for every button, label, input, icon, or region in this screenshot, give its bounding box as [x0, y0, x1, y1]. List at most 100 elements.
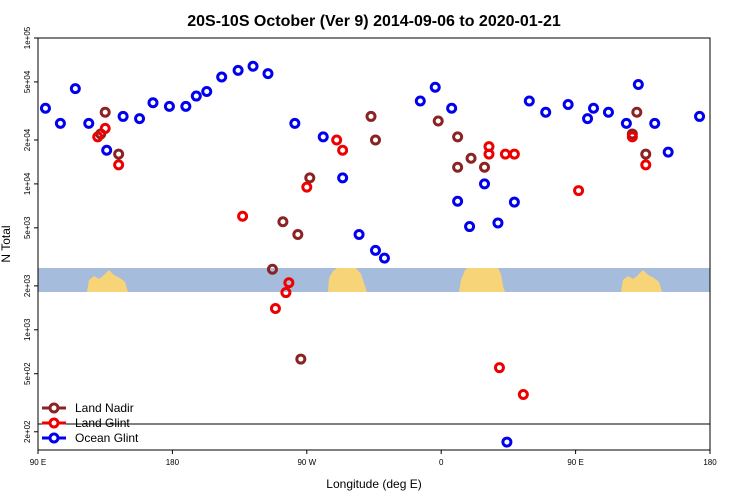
map-land-australia: [87, 270, 128, 292]
ocean-glint-point: [501, 436, 513, 448]
land-glint-point: [280, 287, 292, 299]
ocean-glint-point: [134, 113, 146, 125]
ocean-glint-point: [180, 100, 192, 112]
ocean-glint-point: [620, 117, 632, 129]
legend-marker-land-nadir: [48, 402, 60, 414]
x-axis: 90 E 180 90 W 0 90 E 180: [30, 450, 717, 467]
ocean-glint-point: [289, 117, 301, 129]
ocean-glint-point: [353, 228, 365, 240]
ocean-glint-point: [378, 252, 390, 264]
ocean-glint-point: [508, 196, 520, 208]
y-tick-label: 1e+03: [23, 318, 32, 341]
x-tick-label: 180: [703, 458, 717, 467]
ocean-glint-point: [262, 68, 274, 80]
land-nadir-point: [113, 148, 125, 160]
land-glint-point: [493, 362, 505, 374]
y-tick-label: 5e+02: [23, 362, 32, 385]
land-nadir-point: [266, 263, 278, 275]
y-tick-label: 5e+03: [23, 216, 32, 239]
land-glint-point: [640, 159, 652, 171]
land-nadir-point: [295, 353, 307, 365]
legend-label-land-glint: Land Glint: [75, 416, 130, 430]
ocean-glint-point: [588, 102, 600, 114]
ocean-glint-point: [163, 100, 175, 112]
legend-label-land-nadir: Land Nadir: [75, 401, 134, 415]
data-points: [39, 60, 706, 448]
land-glint-point: [269, 302, 281, 314]
ocean-glint-point: [83, 117, 95, 129]
land-nadir-point: [99, 106, 111, 118]
ocean-glint-point: [369, 244, 381, 256]
ocean-glint-point: [247, 60, 259, 72]
ocean-glint-point: [39, 102, 51, 114]
land-nadir-point: [631, 106, 643, 118]
ocean-glint-point: [662, 146, 674, 158]
land-glint-point: [113, 159, 125, 171]
land-glint-point: [337, 144, 349, 156]
land-nadir-point: [452, 131, 464, 143]
map-land-south-america: [328, 268, 367, 292]
land-glint-point: [517, 389, 529, 401]
land-glint-point: [99, 122, 111, 134]
land-glint-point: [301, 181, 313, 193]
ocean-glint-point: [582, 113, 594, 125]
ocean-glint-point: [492, 217, 504, 229]
ocean-glint-point: [317, 131, 329, 143]
x-tick-label: 180: [166, 458, 180, 467]
x-tick-label: 90 E: [30, 458, 46, 467]
land-nadir-point: [465, 152, 477, 164]
map-land-australia-repeat: [621, 270, 662, 292]
map-ocean: [38, 268, 710, 292]
ocean-glint-point: [232, 64, 244, 76]
legend-marker-land-glint: [48, 417, 60, 429]
y-tick-label: 2e+02: [23, 420, 32, 443]
x-axis-title: Longitude (deg E): [326, 477, 421, 491]
ocean-glint-point: [452, 195, 464, 207]
ocean-glint-point: [694, 110, 706, 122]
y-axis: 2e+02 5e+02 1e+03 2e+03 5e+03 1e+04 2e+04 5e+04…: [23, 26, 38, 443]
land-nadir-point: [365, 110, 377, 122]
land-glint-point: [331, 134, 343, 146]
ocean-glint-point: [117, 110, 129, 122]
land-glint-point: [92, 131, 104, 143]
chart-title: 20S-10S October (Ver 9) 2014-09-06 to 20…: [187, 13, 561, 30]
y-tick-label: 1e+04: [23, 172, 32, 195]
land-glint-point: [573, 185, 585, 197]
ocean-glint-point: [540, 106, 552, 118]
ocean-glint-point: [446, 102, 458, 114]
land-glint-point: [283, 277, 295, 289]
ocean-glint-point: [190, 90, 202, 102]
land-nadir-point: [452, 161, 464, 173]
x-tick-label: 90 W: [297, 458, 316, 467]
y-tick-label: 2e+04: [23, 128, 32, 151]
ocean-glint-point: [337, 172, 349, 184]
land-glint-point: [626, 131, 638, 143]
land-glint-point: [508, 148, 520, 160]
ocean-glint-point: [479, 178, 491, 190]
map-land-africa: [459, 268, 505, 292]
land-nadir-point: [277, 216, 289, 228]
ocean-glint-point: [602, 106, 614, 118]
plot-frame: [37, 37, 711, 451]
map-strip: [38, 268, 710, 292]
y-axis-title: N Total: [0, 225, 13, 262]
ocean-glint-point: [101, 144, 113, 156]
ocean-glint-point: [54, 117, 66, 129]
x-tick-label: 0: [439, 458, 444, 467]
y-tick-label: 2e+03: [23, 274, 32, 297]
ocean-glint-point: [147, 97, 159, 109]
land-nadir-point: [304, 172, 316, 184]
ocean-glint-point: [464, 221, 476, 233]
ocean-glint-point: [69, 83, 81, 95]
land-nadir-point: [432, 115, 444, 127]
ocean-glint-point: [523, 95, 535, 107]
land-glint-point: [499, 148, 511, 160]
map-land: [87, 268, 662, 292]
legend-label-ocean-glint: Ocean Glint: [75, 431, 139, 445]
y-tick-label: 5e+04: [23, 70, 32, 93]
ocean-glint-point: [649, 117, 661, 129]
ocean-glint-point: [414, 95, 426, 107]
ocean-glint-point: [632, 79, 644, 91]
